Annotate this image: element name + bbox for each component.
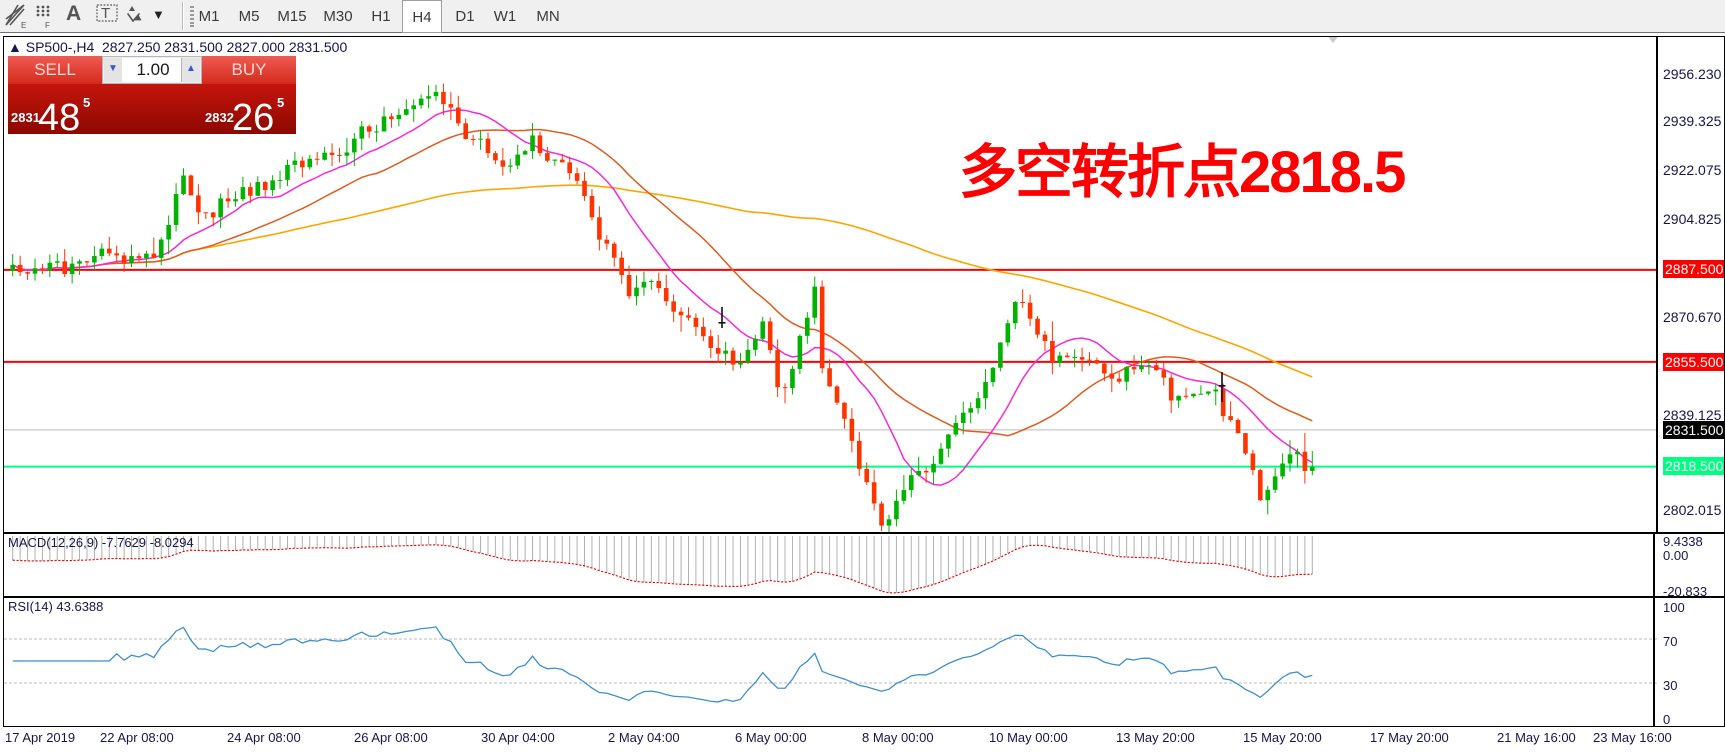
svg-text:F: F <box>45 21 50 29</box>
svg-text:E: E <box>21 21 26 29</box>
svg-text:T: T <box>101 5 110 22</box>
